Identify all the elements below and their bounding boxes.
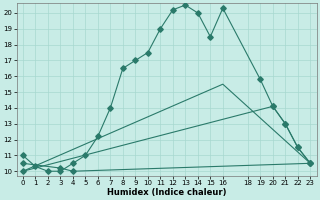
X-axis label: Humidex (Indice chaleur): Humidex (Indice chaleur) [107,188,226,197]
